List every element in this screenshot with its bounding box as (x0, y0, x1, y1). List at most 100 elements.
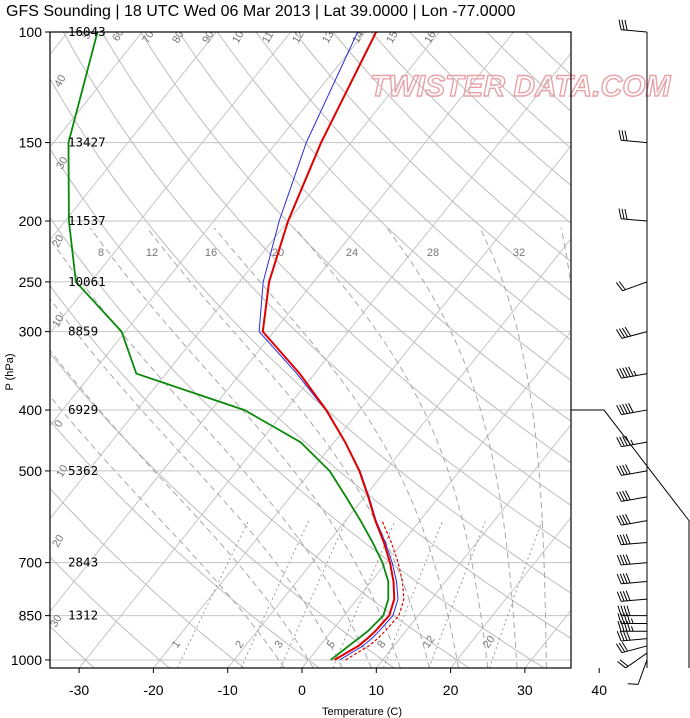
wind-barb-flag (624, 208, 628, 220)
wind-barb-flag (621, 208, 625, 220)
dry-adiabat-line (255, 32, 571, 341)
wind-barb-flag (616, 631, 622, 642)
height-label: 2843 (68, 555, 98, 570)
dry-adiabat-label: 0 (576, 337, 587, 350)
wind-barb-flag (626, 621, 631, 632)
mixing-ratio-label: 12 (421, 634, 438, 651)
wind-barb-half-flag (631, 626, 634, 632)
dry-adiabat-line (486, 32, 571, 112)
wind-barb-flag (618, 19, 622, 30)
moist-adiabat-line (50, 395, 285, 668)
wind-barb-flag (619, 573, 625, 584)
wind-barb-flag (619, 465, 625, 476)
wind-barb-half-flag (633, 370, 637, 376)
wind-barb (618, 208, 648, 222)
theta-e-label: 24 (346, 247, 358, 259)
wind-barb (616, 630, 648, 642)
wind-barb-flag (628, 366, 634, 377)
wind-barb-flag (625, 367, 631, 377)
x-tick-label: 0 (298, 682, 306, 698)
wind-barb-flag (623, 621, 628, 632)
wind-barb-flag (622, 436, 628, 446)
wind-barb-flag (627, 683, 639, 685)
wind-barb-flag (621, 327, 629, 338)
dry-adiabat-line (50, 352, 395, 668)
wind-barb-flag (622, 630, 628, 641)
dry-adiabat-line (216, 32, 571, 381)
wind-barb-staff (621, 331, 648, 339)
wind-barb-flag (619, 534, 625, 545)
isotherm-line (50, 32, 69, 56)
watermark-logo: TWISTER DATA.COM (369, 69, 672, 103)
wind-barb-staff (621, 470, 648, 476)
y-tick-label: 1000 (11, 652, 42, 668)
wind-barb-flag (616, 437, 622, 447)
wind-barb-flag (616, 591, 622, 602)
height-label: 8859 (68, 324, 98, 339)
dry-adiabat-line (50, 216, 545, 668)
wind-barb-staff (621, 580, 648, 585)
y-tick-label: 100 (19, 24, 43, 40)
mixing-ratio-line (176, 520, 250, 668)
mixing-ratio-line (428, 520, 487, 668)
wind-barb-flag (622, 514, 628, 525)
wind-barb-flag (622, 534, 628, 545)
height-label: 11537 (68, 213, 106, 228)
wind-barb-flag (616, 368, 622, 379)
dry-adiabat-label: 10 (576, 254, 593, 271)
wind-barb (616, 534, 648, 546)
wind-barb-staff (621, 139, 648, 144)
mixing-ratio-label: 1 (170, 639, 183, 651)
height-label: 13427 (68, 135, 106, 150)
moist-adiabat-line (89, 227, 401, 668)
wind-barb (616, 590, 648, 602)
dry-adiabat-label: 50 (80, 25, 97, 42)
dry-adiabat-label: 130 (320, 24, 340, 46)
wind-barb-flag (619, 515, 625, 525)
y-tick-label: 500 (19, 463, 43, 479)
wind-barb-flag (616, 515, 622, 526)
dry-adiabat-line (50, 487, 245, 668)
wind-barb-flag (624, 130, 628, 141)
dry-adiabat-label: 160 (422, 24, 442, 46)
dry-adiabat-label: 80 (170, 29, 187, 46)
wind-barb-half-flag (631, 618, 634, 624)
wind-barb-flag (621, 641, 629, 652)
height-label: 16043 (68, 24, 106, 39)
dry-adiabat-label: 30 (54, 155, 71, 172)
height-label: 10061 (68, 274, 106, 289)
wind-barb-flag (616, 405, 622, 415)
wind-barb-staff (622, 281, 648, 292)
moist-adiabat-line (50, 349, 314, 668)
isotherm-line (50, 32, 514, 613)
wind-barb-staff (621, 562, 648, 566)
dry-adiabat-line (50, 625, 95, 668)
mixing-ratio-line (382, 520, 444, 668)
height-label: 5362 (68, 463, 98, 478)
wind-barb-flag (619, 659, 629, 667)
wind-barb-flag (620, 621, 625, 632)
wind-barb-flag (625, 435, 631, 446)
wind-barb-flag (615, 329, 623, 339)
dry-adiabat-line (139, 32, 571, 464)
mixing-ratio-line (280, 520, 347, 668)
isotherm-line (375, 423, 571, 668)
virtual-temperature-dashed (345, 520, 405, 661)
wind-barb-flag (616, 491, 622, 502)
dry-adiabat-label: 120 (290, 24, 310, 46)
x-tick-label: -20 (143, 682, 163, 698)
wind-barb-flag (621, 130, 625, 141)
dry-adiabat-line (524, 32, 571, 76)
isotherm-line (301, 330, 571, 668)
wind-barb-flag (615, 643, 623, 653)
wind-barb-staff (621, 541, 648, 546)
wind-barb-flag (626, 605, 631, 616)
barb-panel-outline (571, 409, 690, 668)
moist-adiabat-line (50, 237, 372, 668)
mixing-ratio-line (488, 520, 543, 668)
dry-adiabat-label: 100 (230, 24, 250, 46)
wind-barb-flag (617, 605, 622, 616)
wind-barb-flag (622, 490, 628, 501)
wind-barb (617, 652, 648, 669)
